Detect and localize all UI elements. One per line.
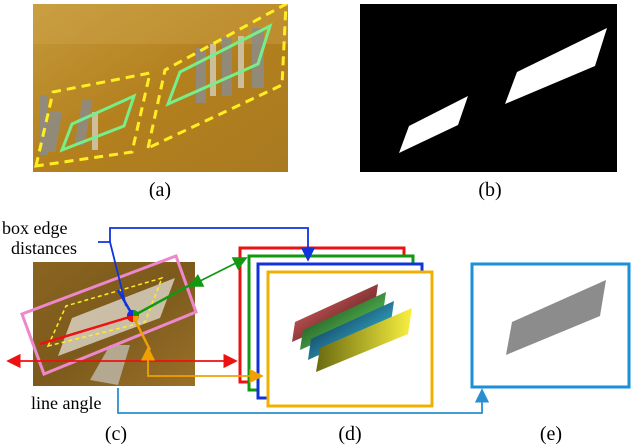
arrows xyxy=(6,227,490,414)
annotation-box-edge-line2: distances xyxy=(11,238,77,258)
annotation-box-edge-line1: box edge xyxy=(2,218,67,238)
mask-region-left xyxy=(399,96,468,153)
dashed-box-c xyxy=(46,276,164,348)
panel-d-label: (d) xyxy=(338,423,361,445)
inner-box-right xyxy=(165,23,273,107)
panel-e-label: (e) xyxy=(540,423,562,445)
feature-volume-3d xyxy=(292,284,412,372)
arrow-blue-stem xyxy=(109,241,127,307)
panel-a-photo xyxy=(33,4,288,172)
center-point-icon xyxy=(127,310,139,322)
annotation-line-angle: line angle xyxy=(31,393,101,413)
red-distance-line xyxy=(39,314,134,346)
panel-c-label: (c) xyxy=(105,423,127,445)
panel-b-label: (b) xyxy=(478,179,501,201)
panel-a-label: (a) xyxy=(149,179,171,201)
inner-box-left xyxy=(59,93,137,153)
panel-d-feature-stack xyxy=(238,246,434,408)
mask-region-right xyxy=(505,28,607,104)
dashed-box-left xyxy=(34,71,152,168)
orange-distance-line xyxy=(131,315,152,351)
output-predicted-region xyxy=(506,280,606,355)
panel-e-output xyxy=(470,262,631,389)
panel-b-mask xyxy=(360,4,617,172)
arrow-blue xyxy=(98,227,316,262)
panel-c-photo xyxy=(20,254,198,386)
arrow-cyan xyxy=(117,388,490,414)
green-distance-line xyxy=(132,283,191,318)
arrow-orange xyxy=(140,346,264,384)
arrow-green xyxy=(188,257,248,287)
dashed-box-right xyxy=(145,4,288,151)
